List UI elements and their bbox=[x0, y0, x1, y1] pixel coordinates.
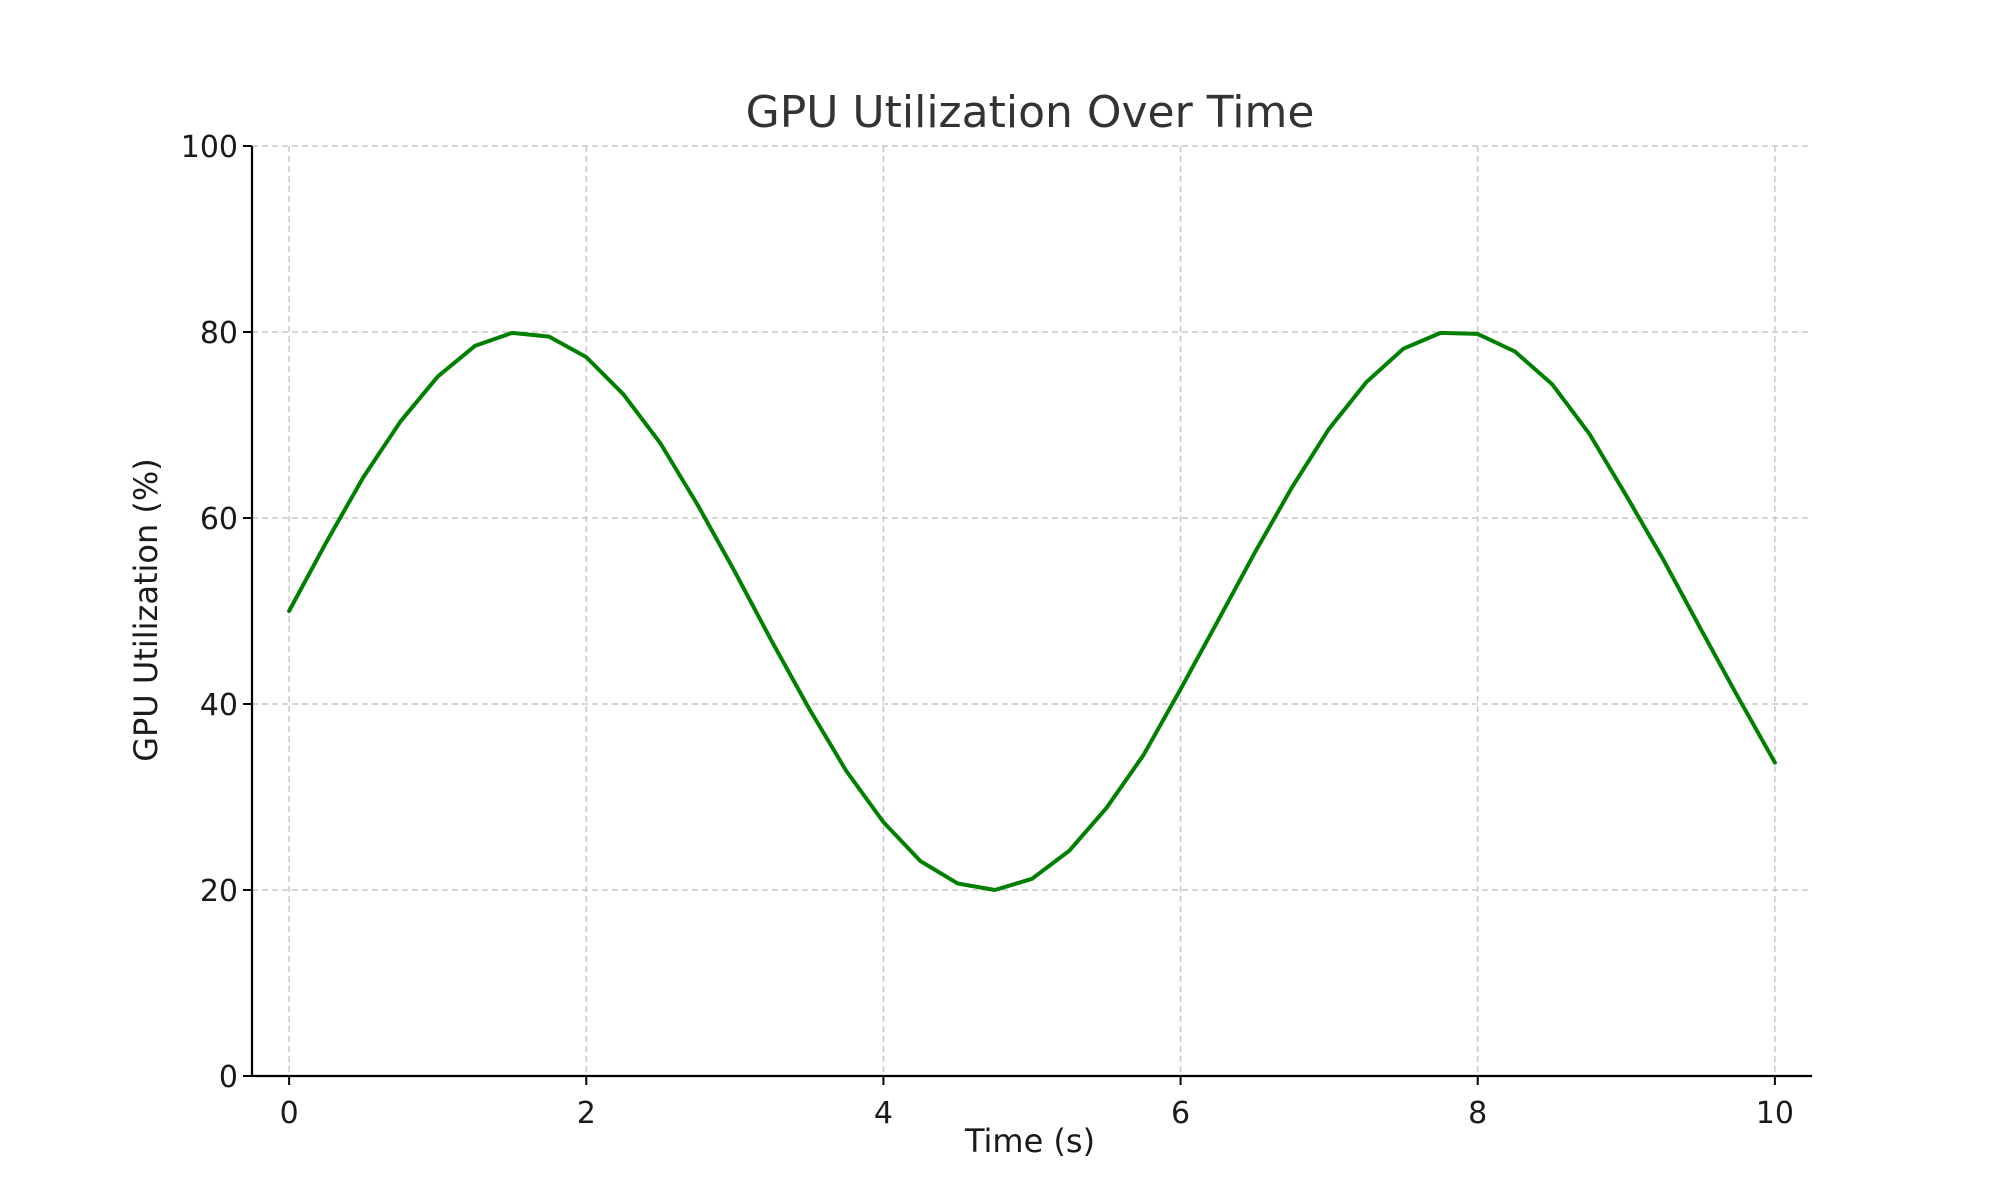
axes-spines bbox=[250, 146, 1812, 1078]
y-tick-label: 40 bbox=[200, 688, 238, 723]
y-tick-label: 0 bbox=[219, 1060, 238, 1095]
gpu-utilization-series-line bbox=[287, 330, 1777, 892]
x-tick-label: 0 bbox=[280, 1096, 299, 1131]
x-tick-label: 10 bbox=[1756, 1096, 1794, 1131]
x-axis-label: Time (s) bbox=[964, 1122, 1095, 1160]
chart-title: GPU Utilization Over Time bbox=[746, 87, 1315, 138]
x-tick-label: 2 bbox=[577, 1096, 596, 1131]
y-tick-label: 80 bbox=[200, 316, 238, 351]
y-tick-label: 60 bbox=[200, 502, 238, 537]
y-tick-label: 20 bbox=[200, 874, 238, 909]
grid-lines bbox=[252, 145, 1812, 1077]
x-tick-label: 6 bbox=[1171, 1096, 1190, 1131]
x-tick-label: 8 bbox=[1468, 1096, 1487, 1131]
y-axis-label: GPU Utilization (%) bbox=[127, 458, 165, 762]
y-tick-label: 100 bbox=[181, 130, 238, 165]
x-tick-label: 4 bbox=[874, 1096, 893, 1131]
data-series bbox=[287, 330, 1777, 892]
